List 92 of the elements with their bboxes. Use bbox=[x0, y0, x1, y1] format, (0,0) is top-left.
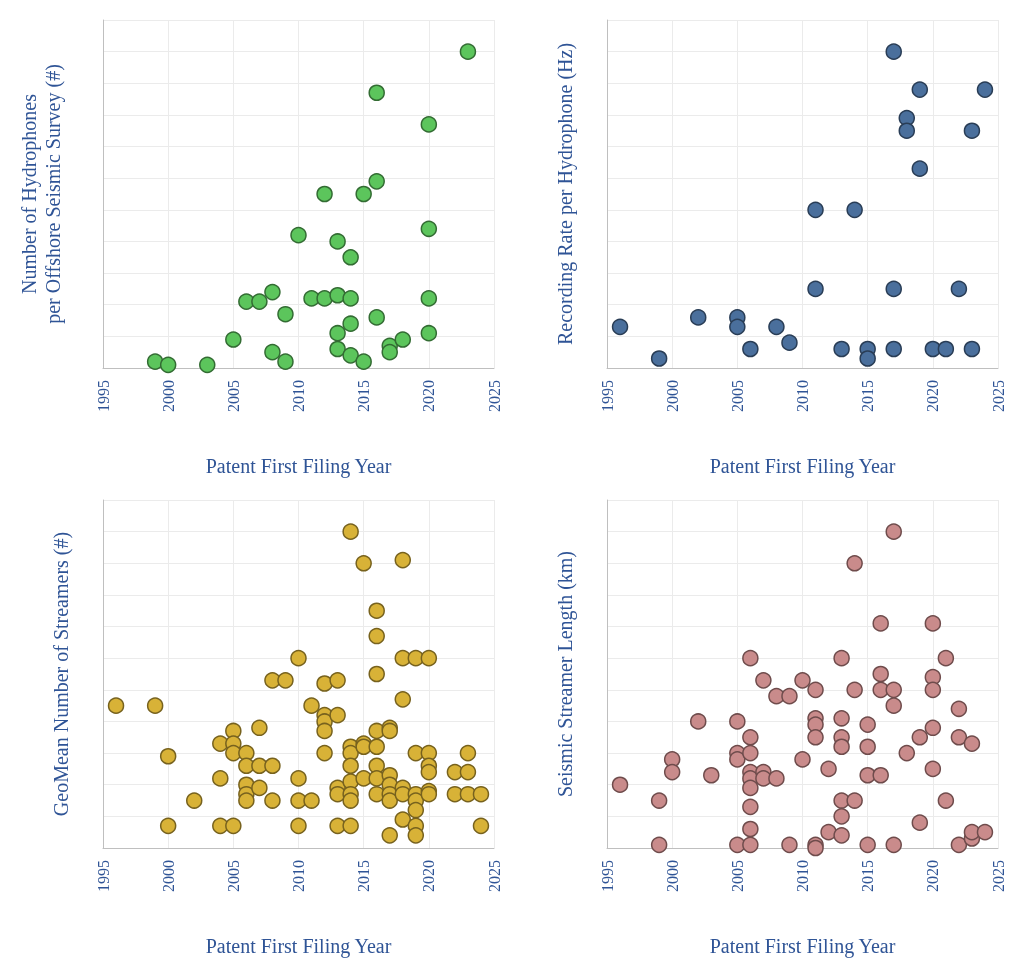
point bbox=[885, 43, 902, 60]
point bbox=[807, 280, 824, 298]
point bbox=[277, 305, 294, 323]
point bbox=[650, 350, 668, 367]
point bbox=[329, 286, 346, 304]
x-tick-label: 2025 bbox=[485, 380, 503, 412]
x-axis-title: Patent First Filing Year bbox=[709, 455, 896, 478]
y-axis-title: Number of Hydrophones per Offshore Seismic Survey (#) bbox=[18, 64, 65, 324]
point bbox=[264, 343, 281, 361]
x-tick-label: 2015 bbox=[355, 860, 373, 892]
point bbox=[833, 340, 850, 358]
point bbox=[690, 309, 707, 326]
x-axis-title: Patent First Filing Year bbox=[205, 935, 392, 958]
point bbox=[329, 233, 346, 250]
point bbox=[420, 324, 438, 342]
x-tick-label: 2020 bbox=[420, 860, 438, 892]
point bbox=[381, 343, 398, 361]
y-axis-title: Seismic Streamer Length (km) bbox=[554, 550, 577, 798]
point bbox=[199, 356, 216, 374]
point bbox=[898, 122, 916, 139]
x-tick-label: 2025 bbox=[485, 860, 503, 892]
y-axis-title: GeoMean Number of Streamers (#) bbox=[50, 531, 73, 817]
point bbox=[264, 283, 281, 301]
x-tick-label: 2015 bbox=[859, 860, 877, 892]
point bbox=[976, 81, 994, 98]
x-tick-label: 2000 bbox=[663, 860, 681, 892]
x-tick-label: 2010 bbox=[290, 860, 307, 892]
x-tick-label: 2020 bbox=[924, 860, 942, 892]
x-tick-label: 2010 bbox=[794, 860, 811, 892]
point bbox=[316, 185, 333, 203]
point bbox=[159, 356, 177, 374]
x-axis-title: Patent First Filing Year bbox=[205, 455, 392, 478]
point bbox=[911, 160, 929, 177]
point bbox=[420, 116, 438, 133]
point bbox=[342, 249, 359, 266]
point bbox=[316, 290, 333, 307]
x-tick-label: 1995 bbox=[94, 380, 112, 412]
point bbox=[251, 293, 268, 310]
point bbox=[885, 280, 902, 298]
x-tick-label: 2020 bbox=[420, 380, 438, 412]
point bbox=[846, 201, 863, 219]
point bbox=[146, 353, 164, 370]
point bbox=[355, 353, 372, 370]
point bbox=[290, 226, 307, 244]
x-tick-label: 2025 bbox=[989, 860, 1007, 892]
point bbox=[342, 347, 359, 364]
point bbox=[329, 340, 346, 358]
x-tick-label: 2000 bbox=[159, 380, 177, 412]
x-tick-label: 2010 bbox=[794, 380, 811, 412]
point bbox=[781, 334, 798, 351]
point bbox=[807, 201, 824, 219]
point bbox=[342, 315, 359, 332]
x-tick-label: 2005 bbox=[224, 860, 242, 892]
point bbox=[911, 81, 929, 98]
point bbox=[355, 185, 372, 203]
point bbox=[768, 318, 785, 336]
x-tick-label: 2015 bbox=[355, 380, 373, 412]
x-tick-label: 2005 bbox=[728, 380, 746, 412]
point bbox=[859, 350, 876, 367]
point bbox=[368, 309, 385, 326]
point bbox=[729, 318, 746, 336]
point bbox=[342, 290, 359, 307]
point bbox=[937, 340, 955, 358]
point bbox=[459, 43, 477, 60]
point bbox=[963, 340, 981, 358]
point bbox=[885, 340, 902, 358]
point bbox=[742, 340, 759, 358]
x-tick-label: 2015 bbox=[859, 380, 877, 412]
y-axis-title: Recording Rate per Hydrophone (Hz) bbox=[554, 42, 577, 346]
x-tick-label: 1995 bbox=[598, 380, 616, 412]
x-tick-label: 2000 bbox=[159, 860, 177, 892]
point bbox=[963, 122, 981, 139]
x-tick-label: 2005 bbox=[224, 380, 242, 412]
point bbox=[368, 84, 385, 102]
point bbox=[611, 318, 629, 336]
point bbox=[420, 290, 438, 307]
x-tick-label: 1995 bbox=[94, 860, 112, 892]
x-tick-label: 2005 bbox=[728, 860, 746, 892]
x-tick-label: 2020 bbox=[924, 380, 942, 412]
x-axis-title: Patent First Filing Year bbox=[709, 935, 896, 958]
point bbox=[394, 331, 412, 348]
x-tick-label: 1995 bbox=[598, 860, 616, 892]
point bbox=[329, 324, 346, 342]
x-tick-label: 2025 bbox=[989, 380, 1007, 412]
x-tick-label: 2010 bbox=[290, 380, 307, 412]
x-tick-label: 2000 bbox=[663, 380, 681, 412]
point bbox=[950, 280, 968, 298]
point bbox=[277, 353, 294, 370]
point bbox=[368, 173, 385, 190]
point bbox=[420, 220, 438, 238]
point bbox=[303, 290, 320, 307]
point bbox=[225, 331, 242, 348]
